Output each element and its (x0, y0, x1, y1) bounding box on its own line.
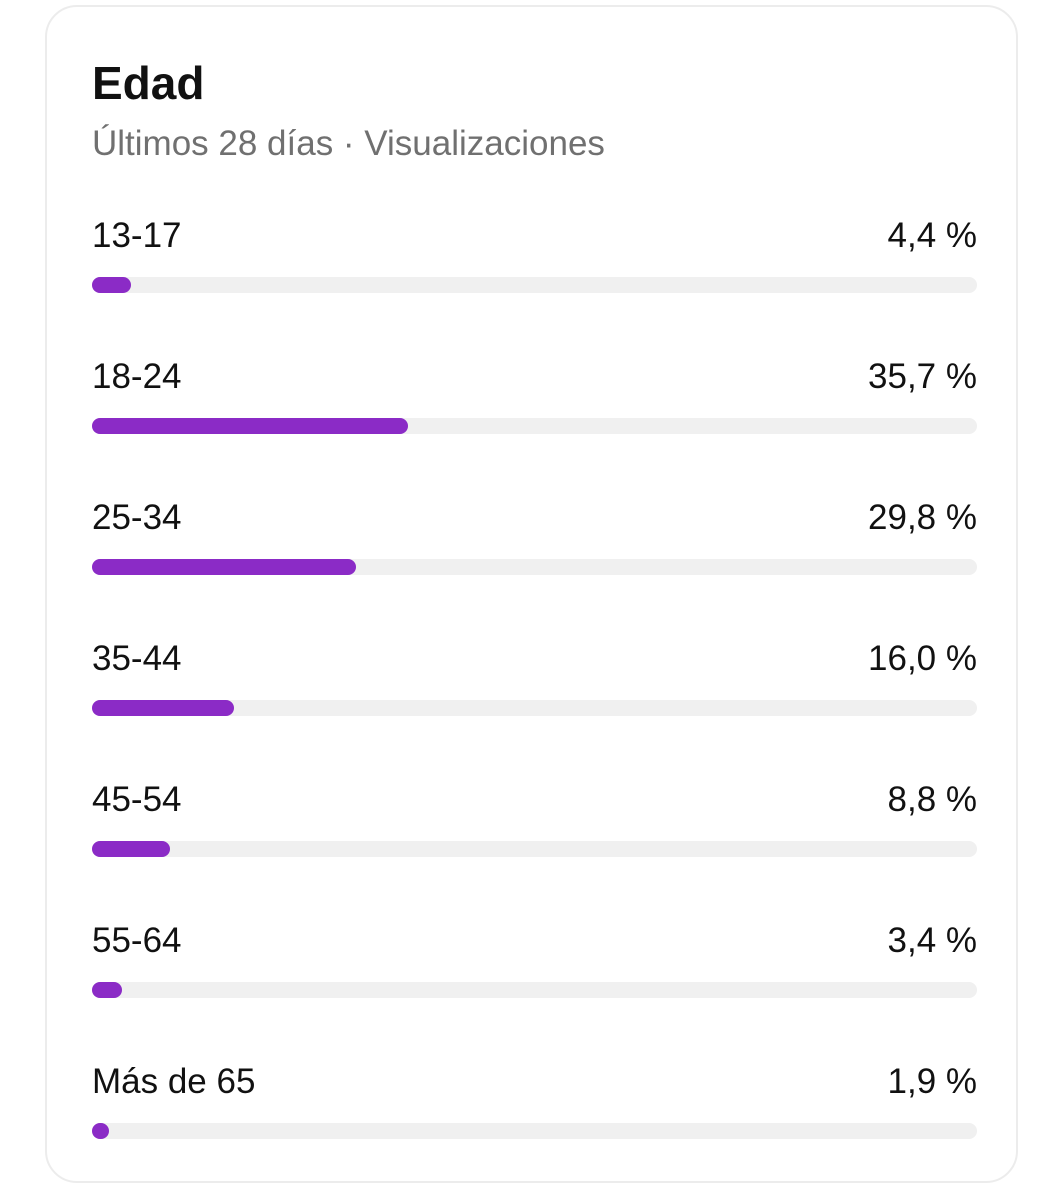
percentage-value: 3,4 % (887, 921, 978, 960)
percentage-value: 16,0 % (868, 639, 977, 678)
age-range-label: 13-17 (92, 216, 182, 255)
age-row-18-24: 18-24 35,7 % (92, 355, 977, 445)
age-range-label: 18-24 (92, 357, 182, 396)
progress-fill (92, 982, 123, 998)
card-subtitle: Últimos 28 días · Visualizaciones (92, 124, 605, 163)
percentage-value: 1,9 % (887, 1062, 978, 1101)
age-row-65-plus: Más de 65 1,9 % (92, 1060, 977, 1150)
age-range-label: 25-34 (92, 498, 182, 537)
progress-track (92, 841, 977, 857)
progress-track (92, 700, 977, 716)
progress-track (92, 559, 977, 575)
progress-fill (92, 418, 408, 434)
progress-fill (92, 559, 356, 575)
progress-fill (92, 1123, 109, 1139)
age-range-label: Más de 65 (92, 1062, 256, 1101)
progress-fill (92, 277, 131, 293)
percentage-value: 35,7 % (868, 357, 977, 396)
age-row-45-54: 45-54 8,8 % (92, 778, 977, 868)
age-row-35-44: 35-44 16,0 % (92, 637, 977, 727)
progress-track (92, 1123, 977, 1139)
age-row-55-64: 55-64 3,4 % (92, 919, 977, 1009)
age-row-13-17: 13-17 4,4 % (92, 214, 977, 304)
percentage-value: 29,8 % (868, 498, 977, 537)
age-range-label: 55-64 (92, 921, 182, 960)
age-range-label: 45-54 (92, 780, 182, 819)
age-row-25-34: 25-34 29,8 % (92, 496, 977, 586)
age-card: Edad Últimos 28 días · Visualizaciones 1… (45, 5, 1018, 1183)
progress-track (92, 277, 977, 293)
progress-fill (92, 841, 170, 857)
progress-track (92, 982, 977, 998)
progress-track (92, 418, 977, 434)
percentage-value: 4,4 % (887, 216, 978, 255)
card-title: Edad (92, 57, 205, 109)
age-range-label: 35-44 (92, 639, 182, 678)
percentage-value: 8,8 % (887, 780, 978, 819)
progress-fill (92, 700, 234, 716)
